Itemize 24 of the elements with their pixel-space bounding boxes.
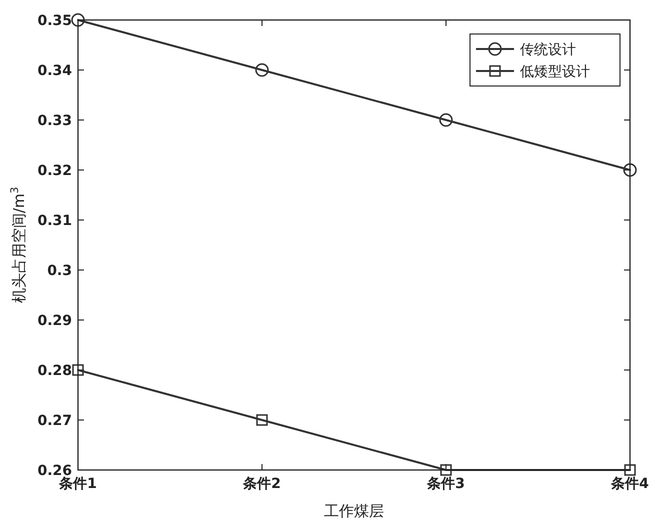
- point: [71, 13, 85, 27]
- point: [255, 63, 269, 77]
- y-tick-label: 0.28: [37, 363, 72, 379]
- x-axis-title: 工作煤层: [324, 502, 384, 520]
- point: [623, 163, 637, 177]
- point: [256, 414, 268, 426]
- legend-label: 传统设计: [520, 42, 576, 58]
- y-tick-label: 0.29: [37, 313, 72, 329]
- y-tick-label: 0.32: [37, 163, 72, 179]
- x-tick-label: 条件1: [58, 476, 97, 492]
- x-tick-label: 条件3: [426, 476, 465, 492]
- y-tick-label: 0.35: [37, 13, 72, 29]
- x-tick-label: 条件2: [242, 476, 281, 492]
- point: [440, 464, 452, 476]
- x-tick-label: 条件4: [610, 476, 650, 492]
- legend-label: 低矮型设计: [520, 64, 590, 80]
- point: [624, 464, 636, 476]
- point: [72, 364, 84, 376]
- y-tick-label: 0.34: [37, 63, 72, 79]
- y-tick-label: 0.33: [37, 113, 72, 129]
- y-tick-label: 0.31: [37, 213, 72, 229]
- point: [439, 113, 453, 127]
- y-tick-label: 0.3: [47, 263, 72, 279]
- y-tick-label: 0.27: [37, 413, 72, 429]
